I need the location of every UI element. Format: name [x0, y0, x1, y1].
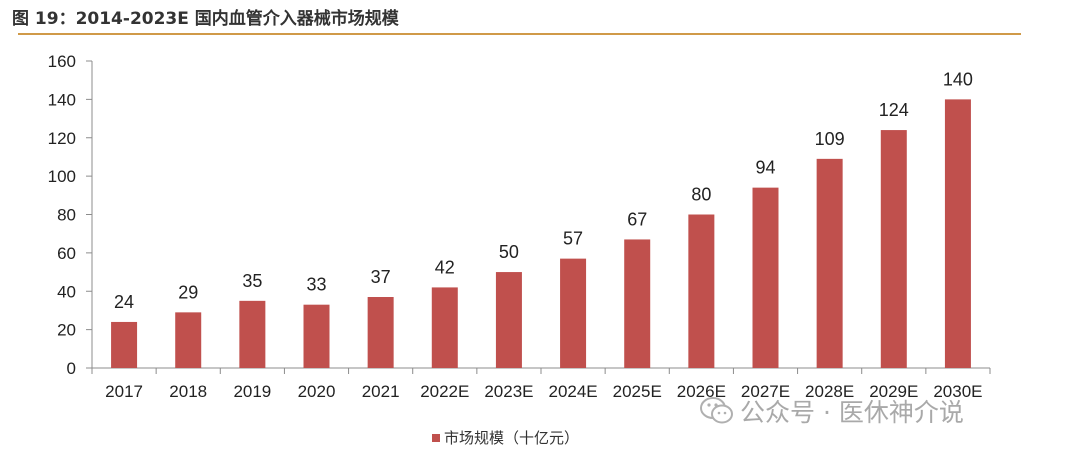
bar-value-label: 94	[755, 158, 775, 178]
bar-value-label: 35	[242, 271, 262, 291]
title-divider	[18, 33, 1021, 35]
bar	[239, 300, 266, 368]
bar-value-label: 57	[563, 229, 583, 249]
bar	[752, 187, 779, 368]
bar	[303, 304, 330, 368]
bar-value-label: 33	[306, 275, 326, 295]
bar	[495, 272, 522, 368]
x-tick-label: 2023E	[484, 382, 533, 401]
bar-value-label: 124	[879, 100, 909, 120]
bar-value-label: 42	[435, 257, 455, 277]
bar-value-label: 50	[499, 242, 519, 262]
bar	[624, 239, 651, 368]
x-tick-label: 2019	[233, 382, 271, 401]
bar	[175, 312, 202, 368]
x-tick-label: 2030E	[933, 382, 982, 401]
x-tick-label: 2020	[298, 382, 336, 401]
y-tick-label: 40	[57, 282, 76, 301]
bar	[367, 297, 394, 368]
y-tick-label: 120	[48, 129, 76, 148]
wechat-icon	[700, 397, 733, 424]
bar	[880, 130, 907, 368]
bar-value-label: 80	[691, 185, 711, 205]
watermark: 公众号 · 医休神介说	[700, 393, 964, 429]
chart-title: 图 19：2014-2023E 国内血管介入器械市场规模	[12, 9, 399, 29]
bar-value-label: 109	[815, 129, 845, 149]
bar-value-label: 37	[371, 267, 391, 287]
legend-swatch	[432, 433, 440, 442]
bar	[431, 287, 458, 368]
x-tick-label: 2028E	[805, 382, 854, 401]
x-tick-label: 2018	[169, 382, 207, 401]
x-tick-label: 2024E	[548, 382, 597, 401]
bar-value-label: 67	[627, 209, 647, 229]
bar-value-label: 29	[178, 282, 198, 302]
x-tick-label: 2021	[362, 382, 400, 401]
x-tick-label: 2022E	[420, 382, 469, 401]
legend-label: 市场规模（十亿元）	[444, 429, 580, 447]
legend: 市场规模（十亿元）	[432, 427, 579, 448]
y-tick-label: 100	[48, 167, 76, 186]
bar	[688, 214, 715, 368]
bar	[111, 321, 138, 368]
x-tick-label: 2029E	[869, 382, 918, 401]
bar-value-label: 140	[943, 69, 973, 89]
bar	[560, 258, 587, 368]
y-tick-label: 0	[67, 359, 76, 378]
y-tick-label: 160	[48, 52, 76, 71]
bar-value-label: 24	[114, 292, 134, 312]
y-tick-label: 60	[57, 244, 76, 263]
x-tick-label: 2017	[105, 382, 143, 401]
watermark-text: 公众号 · 医休神介说	[740, 398, 964, 427]
y-tick-label: 140	[48, 90, 76, 109]
x-tick-label: 2025E	[613, 382, 662, 401]
bar	[816, 158, 843, 368]
x-tick-label: 2027E	[741, 382, 790, 401]
y-tick-label: 20	[57, 321, 76, 340]
bar	[944, 99, 971, 368]
x-tick-label: 2026E	[677, 382, 726, 401]
y-tick-label: 80	[57, 206, 76, 225]
